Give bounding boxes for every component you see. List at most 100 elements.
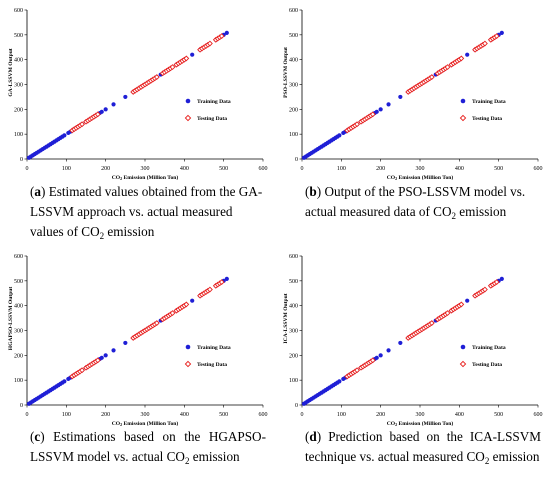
training-point [386, 348, 391, 353]
legend-testing-label: Testing Data [472, 362, 502, 368]
y-tick-label: 0 [295, 157, 298, 163]
testing-point [218, 33, 225, 40]
x-tick-label: 300 [416, 412, 425, 418]
training-point [103, 107, 108, 112]
y-tick-label: 400 [289, 304, 298, 310]
y-tick-label: 500 [14, 33, 23, 39]
training-point [111, 102, 116, 107]
testing-point [206, 286, 213, 293]
y-tick-label: 100 [289, 378, 298, 384]
training-point [123, 340, 128, 346]
y-tick-label: 300 [289, 83, 298, 89]
y-tick-label: 400 [14, 58, 23, 64]
x-tick-label: 500 [494, 412, 503, 418]
legend: Training Data Testing Data [459, 98, 506, 122]
training-point [386, 102, 391, 107]
training-point [374, 109, 379, 114]
y-tick-label: 500 [14, 279, 23, 285]
legend-training-label: Training Data [472, 345, 506, 351]
x-tick-label: 200 [376, 412, 385, 418]
legend-training-marker [185, 344, 191, 350]
y-tick-label: 400 [289, 58, 298, 64]
legend-testing-marker [459, 114, 467, 122]
x-tick-label: 600 [259, 412, 268, 418]
training-point [224, 276, 229, 281]
testing-point [183, 301, 190, 308]
caption-letter: c [34, 429, 41, 444]
caption-a: (a) Estimated values obtained from the G… [30, 184, 263, 241]
testing-point [79, 367, 86, 374]
testing-point [206, 40, 213, 47]
training-point [337, 379, 342, 384]
testing-series [69, 279, 225, 380]
x-axis-label: CO2 Emission (Million Ton) [112, 174, 179, 180]
testing-series [344, 33, 500, 134]
figure-panel-a: 0 100 200 300 400 500 600 0 100 200 300 400 500 600 CO… [0, 0, 275, 246]
testing-point [354, 121, 361, 128]
training-point [111, 348, 116, 353]
x-tick-label: 200 [101, 412, 110, 418]
training-point [62, 133, 67, 138]
legend: Training Data Testing Data [459, 344, 506, 368]
legend-training-label: Training Data [472, 99, 506, 105]
y-axis-label: PSO-LSSVM Output [283, 47, 289, 98]
testing-point [481, 40, 488, 47]
testing-point [444, 310, 451, 317]
training-point [337, 133, 342, 138]
x-tick-label: 600 [534, 166, 543, 172]
x-tick-label: 0 [301, 412, 304, 418]
training-point [123, 94, 128, 100]
caption-letter: a [34, 184, 41, 199]
legend: Training Data Testing Data [184, 344, 231, 368]
y-tick-label: 200 [289, 353, 298, 359]
testing-point [183, 55, 190, 62]
x-tick-label: 400 [455, 166, 464, 172]
y-tick-label: 400 [14, 304, 23, 310]
y-tick-label: 600 [289, 8, 298, 14]
y-tick-label: 100 [14, 378, 23, 384]
x-tick-label: 100 [62, 166, 71, 172]
testing-point [218, 279, 225, 286]
y-tick-label: 200 [14, 353, 23, 359]
y-tick-label: 500 [289, 279, 298, 285]
testing-series [344, 279, 500, 380]
training-point [99, 355, 104, 360]
x-tick-label: 300 [416, 166, 425, 172]
testing-point [354, 367, 361, 374]
testing-point [444, 64, 451, 71]
x-axis-label: CO2 Emission (Million Ton) [387, 420, 454, 426]
training-point [374, 355, 379, 360]
training-point [398, 340, 403, 346]
legend-testing-marker [184, 360, 192, 368]
caption-text: Estimated values obtained from the GA-LS… [30, 184, 263, 241]
x-tick-label: 0 [301, 166, 304, 172]
scatter-plot-d: 0 100 200 300 400 500 600 0 100 200 300 400 500 600 CO… [283, 254, 543, 426]
y-tick-label: 300 [289, 329, 298, 335]
x-tick-label: 600 [259, 166, 268, 172]
testing-point [94, 111, 101, 118]
training-point [465, 298, 470, 303]
x-tick-label: 300 [141, 166, 150, 172]
testing-point [169, 310, 176, 317]
x-tick-label: 500 [494, 166, 503, 172]
testing-point [153, 74, 160, 80]
training-point [190, 52, 195, 57]
y-axis-label: ICA-LSSVM Output [283, 293, 289, 343]
testing-point [428, 74, 435, 80]
testing-point [428, 320, 435, 326]
training-point [190, 298, 195, 303]
testing-point [458, 55, 465, 62]
caption-d: (d) Prediction based on the ICA-LSSVM te… [305, 429, 541, 466]
x-tick-label: 400 [180, 166, 189, 172]
y-tick-label: 600 [14, 8, 23, 14]
training-point [224, 30, 229, 35]
testing-point [458, 301, 465, 308]
legend-testing-marker [459, 360, 467, 368]
caption-text: Output of the PSO-LSSVM model vs. actual… [305, 184, 526, 221]
testing-point [79, 121, 86, 128]
y-tick-label: 500 [289, 33, 298, 39]
legend-testing-marker [184, 114, 192, 122]
y-axis-label: GA-LSSVM Output [8, 48, 14, 96]
y-tick-label: 100 [289, 132, 298, 138]
x-tick-label: 400 [180, 412, 189, 418]
